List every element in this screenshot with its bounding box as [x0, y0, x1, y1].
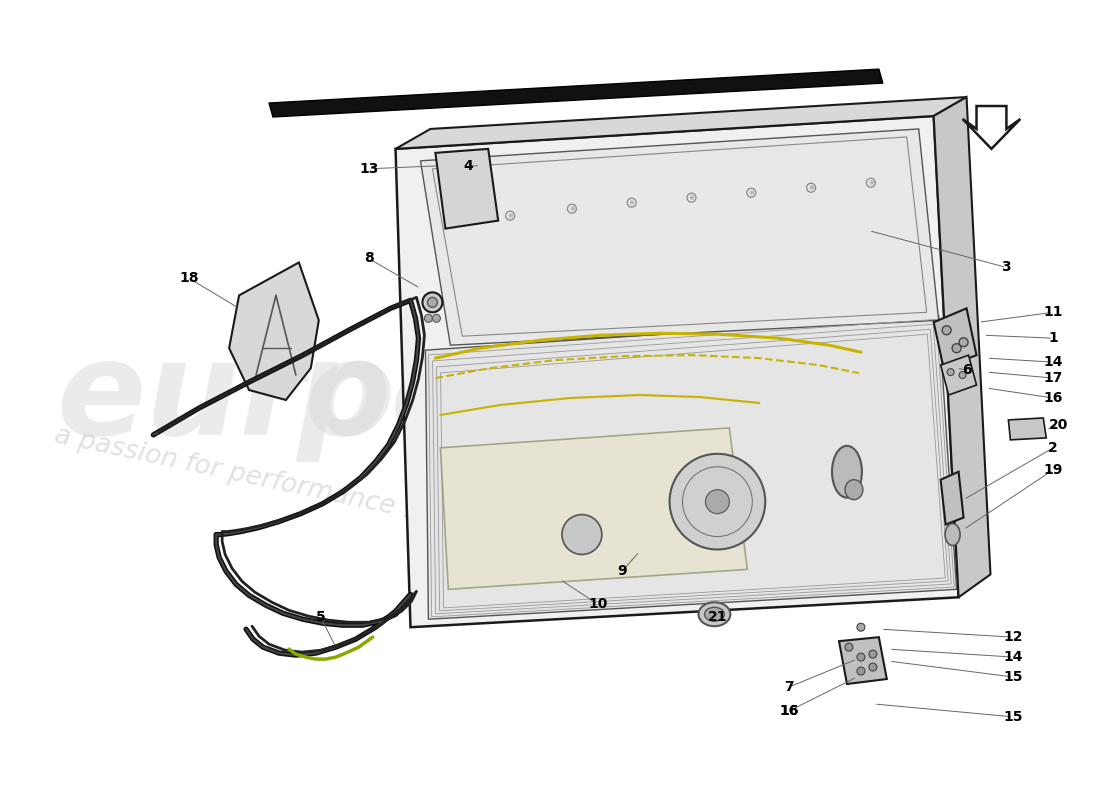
Ellipse shape	[845, 480, 862, 500]
Circle shape	[670, 454, 766, 550]
Circle shape	[857, 653, 865, 661]
Text: ※: ※	[629, 200, 635, 206]
Text: 14: 14	[1044, 355, 1063, 369]
Circle shape	[869, 650, 877, 658]
Polygon shape	[1009, 418, 1046, 440]
Text: ※: ※	[868, 180, 873, 186]
Text: ※: ※	[507, 213, 513, 218]
Polygon shape	[270, 69, 883, 117]
Text: 6: 6	[961, 363, 971, 377]
Text: ※: ※	[689, 194, 694, 201]
Text: 14: 14	[1003, 650, 1023, 664]
Polygon shape	[940, 355, 977, 395]
Polygon shape	[396, 97, 967, 149]
Circle shape	[947, 369, 954, 375]
Text: 2: 2	[1048, 441, 1058, 455]
Polygon shape	[436, 149, 498, 229]
Text: 5: 5	[316, 610, 326, 624]
Circle shape	[705, 490, 729, 514]
Text: 7: 7	[784, 680, 794, 694]
Circle shape	[959, 338, 968, 346]
Circle shape	[422, 292, 442, 312]
Ellipse shape	[945, 523, 960, 546]
Text: 9: 9	[617, 565, 627, 578]
Text: pes: pes	[296, 335, 559, 462]
Polygon shape	[396, 116, 958, 627]
Polygon shape	[940, 472, 964, 525]
Polygon shape	[934, 97, 990, 598]
Circle shape	[857, 667, 865, 675]
Polygon shape	[839, 637, 887, 684]
Text: a passion for performance 1985: a passion for performance 1985	[52, 422, 471, 535]
Ellipse shape	[698, 602, 730, 626]
Circle shape	[869, 663, 877, 671]
Ellipse shape	[704, 607, 725, 622]
Circle shape	[845, 643, 853, 651]
Circle shape	[857, 623, 865, 631]
Text: 21: 21	[707, 610, 727, 624]
Polygon shape	[934, 308, 977, 368]
Text: 3: 3	[1002, 261, 1011, 274]
Circle shape	[425, 314, 432, 322]
Text: 8: 8	[364, 251, 374, 266]
Circle shape	[432, 314, 440, 322]
Text: 13: 13	[359, 162, 378, 176]
Circle shape	[953, 344, 961, 353]
Ellipse shape	[832, 446, 862, 498]
Polygon shape	[440, 428, 747, 590]
Text: 11: 11	[1044, 306, 1063, 319]
Polygon shape	[420, 129, 938, 345]
Text: 16: 16	[780, 704, 799, 718]
Text: 17: 17	[1044, 371, 1063, 385]
Text: 4: 4	[463, 159, 473, 173]
Text: ※: ※	[569, 206, 575, 212]
Text: 1: 1	[1048, 331, 1058, 346]
Text: 16: 16	[1044, 391, 1063, 405]
Polygon shape	[426, 315, 957, 619]
Circle shape	[959, 371, 966, 378]
Text: 20: 20	[1048, 418, 1068, 432]
Circle shape	[942, 326, 952, 334]
Text: 19: 19	[1044, 462, 1063, 477]
Text: ※: ※	[748, 190, 755, 196]
Circle shape	[562, 514, 602, 554]
Text: 15: 15	[1003, 670, 1023, 684]
Text: ※: ※	[808, 185, 814, 190]
Text: 18: 18	[179, 271, 199, 286]
Text: euro: euro	[57, 335, 396, 462]
Text: 15: 15	[1003, 710, 1023, 724]
Text: 16: 16	[780, 704, 799, 718]
Text: 12: 12	[1003, 630, 1023, 644]
Polygon shape	[229, 262, 319, 400]
Circle shape	[428, 298, 438, 307]
Text: 10: 10	[588, 598, 607, 611]
